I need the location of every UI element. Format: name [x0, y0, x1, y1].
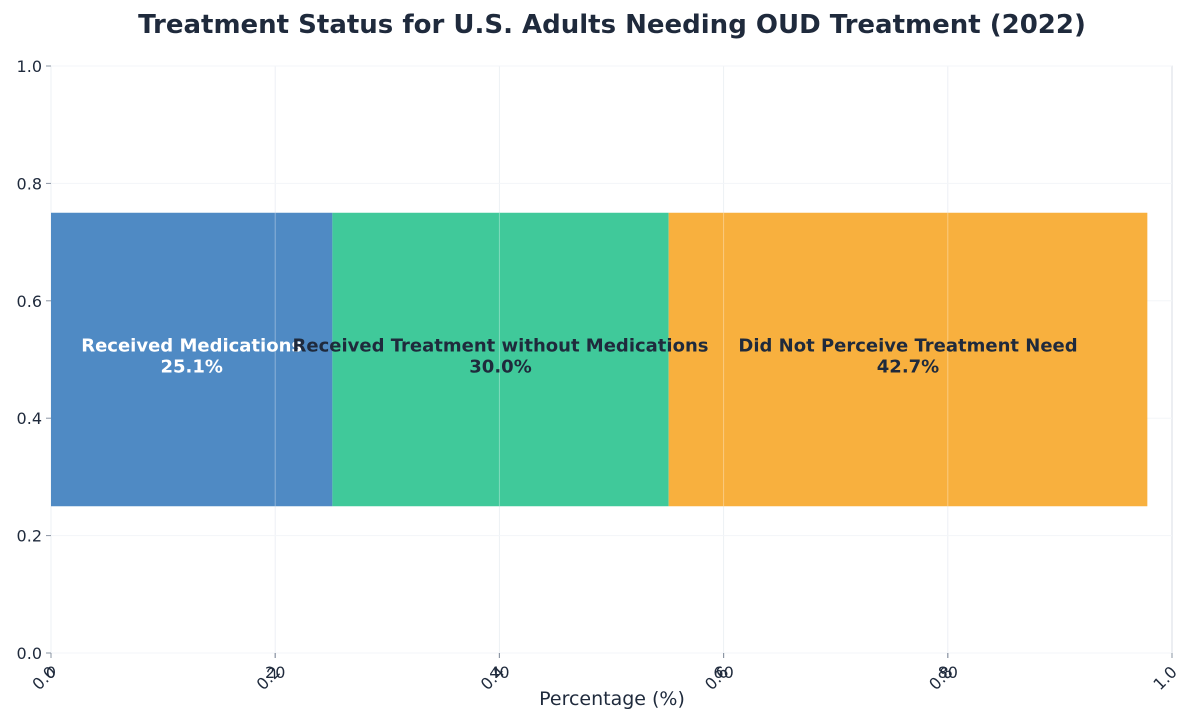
x-tick-label: 40 — [489, 663, 509, 682]
bar-segment-3 — [668, 212, 1148, 507]
segment-name-label: Did Not Perceive Treatment Need — [738, 336, 1077, 357]
x-tick-label: 60 — [713, 663, 733, 682]
x-tick-label: 80 — [938, 663, 958, 682]
bar-segments — [51, 212, 1148, 507]
y-tick-label: 0.0 — [17, 644, 42, 663]
segment-value-label: 30.0% — [469, 357, 531, 378]
segment-name-label: Received Treatment without Medications — [293, 336, 709, 357]
segment-name-label: Received Medications — [81, 336, 302, 357]
x-tick-label: 0 — [46, 663, 56, 682]
y-tick-label: 0.6 — [17, 292, 42, 311]
y-tick-label: 0.8 — [17, 174, 42, 193]
y-tick-label: 0.2 — [17, 527, 42, 546]
chart-title: Treatment Status for U.S. Adults Needing… — [138, 10, 1086, 40]
x-axis-label: Percentage (%) — [539, 688, 685, 710]
grid-lines-overlay — [274, 212, 949, 507]
segment-value-label: 42.7% — [877, 357, 939, 378]
y-tick-label: 1.0 — [17, 57, 42, 76]
y-tick-label: 0.4 — [17, 409, 42, 428]
bar-segment-2 — [332, 212, 669, 507]
bar-segment-1 — [51, 212, 333, 507]
x-axis-ticks: 0 20 40 60 80 — [46, 653, 958, 682]
segment-value-label: 25.1% — [160, 357, 222, 378]
x-tick-label: 20 — [265, 663, 285, 682]
y-axis-ticks: 0.0 0.2 0.4 0.6 0.8 1.0 — [17, 57, 51, 663]
x-overlay-tick-label: 1.0 — [1149, 662, 1180, 693]
